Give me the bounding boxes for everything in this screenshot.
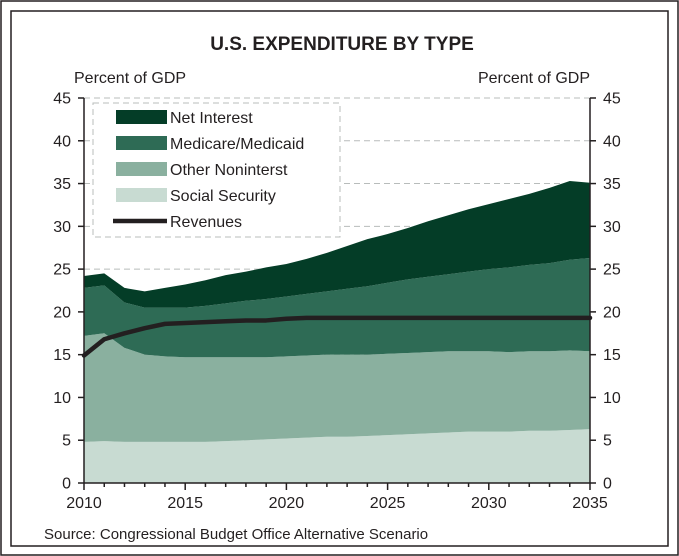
y-tick-label-left: 0 — [62, 476, 71, 493]
source-note: Source: Congressional Budget Office Alte… — [44, 526, 428, 543]
legend-swatch — [116, 162, 167, 176]
x-tick-label: 2015 — [167, 495, 203, 512]
area-series — [84, 180, 590, 483]
legend-swatch — [116, 188, 167, 202]
line-revenues — [81, 315, 593, 358]
y-tick-label-right: 15 — [603, 347, 621, 364]
x-tick-label: 2020 — [269, 495, 305, 512]
y-axis-left-ticks: 0 5 10 15 20 25 30 35 40 45 — [53, 91, 84, 493]
area-medicare-medicaid — [84, 257, 590, 358]
y-tick-label-left: 40 — [53, 133, 71, 150]
y-tick-label-right: 25 — [603, 262, 621, 279]
y-tick-label-left: 30 — [53, 219, 71, 236]
legend-item-medicare-medicaid: Medicare/Medicaid — [116, 136, 304, 153]
y-tick-label-right: 40 — [603, 133, 621, 150]
legend-swatch — [116, 110, 167, 124]
area-other-noninterst — [84, 333, 590, 442]
y-tick-label-left: 5 — [62, 433, 71, 450]
legend-label: Other Noninterst — [170, 162, 288, 179]
y-tick-label-left: 25 — [53, 262, 71, 279]
legend-item-social-security: Social Security — [116, 188, 276, 205]
y-axis-label-right: Percent of GDP — [478, 70, 590, 87]
y-tick-label-right: 30 — [603, 219, 621, 236]
y-axis-right-ticks: 0 5 10 15 20 25 30 35 40 45 — [590, 91, 621, 493]
x-tick-label: 2030 — [471, 495, 507, 512]
y-tick-label-left: 20 — [53, 304, 71, 321]
chart-title: U.S. EXPENDITURE BY TYPE — [210, 34, 474, 55]
legend-label: Net Interest — [170, 110, 253, 127]
x-tick-label: 2010 — [66, 495, 102, 512]
legend-item-other-noninterst: Other Noninterst — [116, 162, 288, 179]
y-tick-label-right: 20 — [603, 304, 621, 321]
y-tick-label-right: 10 — [603, 390, 621, 407]
x-tick-label: 2025 — [370, 495, 406, 512]
legend-label: Social Security — [170, 188, 276, 205]
y-tick-label-left: 15 — [53, 347, 71, 364]
y-tick-label-right: 5 — [603, 433, 612, 450]
area-net-interest — [84, 180, 590, 308]
legend-item-net-interest: Net Interest — [116, 110, 253, 127]
axes — [83, 98, 591, 484]
legend: Net Interest Medicare/Medicaid Other Nonin… — [92, 102, 341, 238]
y-tick-label-right: 0 — [603, 476, 612, 493]
y-tick-label-right: 35 — [603, 176, 621, 193]
y-tick-label-left: 35 — [53, 176, 71, 193]
x-tick-label: 2035 — [572, 495, 608, 512]
legend-label: Revenues — [170, 214, 242, 231]
y-tick-label-right: 45 — [603, 91, 621, 108]
legend-item-revenues: Revenues — [113, 214, 242, 231]
x-axis-ticks: 2010 2015 2020 2025 2030 2035 — [66, 483, 608, 512]
area-social-security — [84, 429, 590, 483]
legend-swatch — [116, 136, 167, 150]
y-axis-label-left: Percent of GDP — [74, 70, 186, 87]
y-tick-label-left: 45 — [53, 91, 71, 108]
y-tick-label-left: 10 — [53, 390, 71, 407]
line-series — [81, 315, 593, 358]
legend-label: Medicare/Medicaid — [170, 136, 304, 153]
